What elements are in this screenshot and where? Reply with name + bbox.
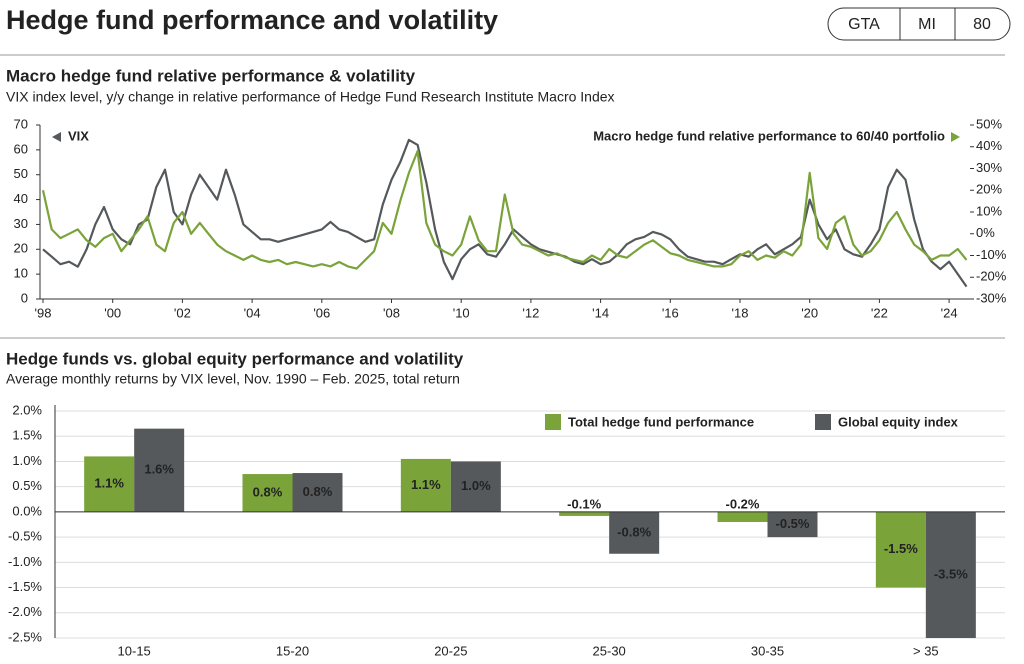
bar	[400, 458, 451, 512]
legend-label: Total hedge fund performance	[568, 414, 754, 429]
x-tick-label: '10	[453, 305, 470, 320]
plot-area	[84, 428, 976, 638]
series-line	[41, 150, 968, 270]
bar	[292, 473, 343, 512]
y-tick-label: -2.5%	[8, 629, 42, 644]
x-tick-label: 10-15	[118, 643, 151, 658]
y-tick-label: 0.0%	[12, 503, 42, 518]
x-tick-label: > 35	[913, 643, 939, 658]
legend-label: Global equity index	[838, 414, 959, 429]
bar	[559, 511, 610, 516]
y-tick-label: 1.5%	[12, 428, 42, 443]
y-tick-label: 30	[14, 216, 28, 231]
y2-tick-label: 40%	[976, 138, 1002, 153]
x-tick-label: '00	[104, 305, 121, 320]
x-tick-label: 20-25	[434, 643, 467, 658]
y-tick-label: 60	[14, 141, 28, 156]
value-label: -0.8%	[617, 524, 651, 539]
value-label: 1.1%	[94, 476, 124, 491]
bar	[925, 511, 976, 638]
y2-tick-label: 20%	[976, 182, 1002, 197]
page-title: Hedge fund performance and volatility	[6, 5, 498, 35]
x-tick-label: '16	[662, 305, 679, 320]
y2-tick-label: 10%	[976, 203, 1002, 218]
y-tick-label: 2.0%	[12, 402, 42, 417]
y-tick-label: 70	[14, 116, 28, 131]
y2-tick-label: 0%	[976, 225, 995, 240]
y-tick-label: -1.5%	[8, 579, 42, 594]
badge: 80	[973, 16, 991, 33]
value-label: 1.6%	[144, 462, 174, 477]
badge: MI	[918, 16, 936, 33]
x-tick-label: '20	[801, 305, 818, 320]
y2-tick-label: -20%	[976, 269, 1007, 284]
x-tick-label: 25-30	[593, 643, 626, 658]
value-label: -0.5%	[776, 516, 810, 531]
y-tick-label: -2.0%	[8, 604, 42, 619]
y2-tick-label: -10%	[976, 247, 1007, 262]
value-label: 0.8%	[303, 484, 333, 499]
y-tick-label: 1.0%	[12, 453, 42, 468]
bar	[84, 456, 135, 512]
value-label: 1.0%	[461, 478, 491, 493]
x-tick-label: '12	[522, 305, 539, 320]
chart-title: Hedge funds vs. global equity performanc…	[6, 349, 464, 368]
chart-title: Macro hedge fund relative performance & …	[6, 66, 416, 85]
value-label: -0.2%	[726, 496, 760, 511]
legend-label: VIX	[68, 128, 89, 143]
legend-arrow	[52, 132, 61, 142]
x-tick-label: '22	[871, 305, 888, 320]
y-tick-label: 20	[14, 241, 28, 256]
value-label: -0.1%	[567, 496, 601, 511]
y-tick-label: 50	[14, 166, 28, 181]
y-tick-label: -0.5%	[8, 529, 42, 544]
legend-arrow	[951, 132, 960, 142]
y-tick-label: -1.0%	[8, 554, 42, 569]
bar	[609, 511, 660, 554]
y-tick-label: 40	[14, 191, 28, 206]
x-tick-label: '24	[941, 305, 958, 320]
x-tick-label: '02	[174, 305, 191, 320]
legend-swatch	[545, 414, 561, 430]
legend-label: Macro hedge fund relative performance to…	[593, 128, 945, 143]
value-label: -3.5%	[934, 566, 968, 581]
y-tick-label: 0	[21, 290, 28, 305]
legend-swatch	[815, 414, 831, 430]
value-label: -1.5%	[884, 541, 918, 556]
x-tick-label: '04	[244, 305, 261, 320]
bar	[875, 511, 926, 588]
x-tick-label: '14	[592, 305, 609, 320]
badge: GTA	[848, 16, 880, 33]
bar	[450, 461, 501, 512]
series-line	[42, 138, 968, 288]
bar	[242, 474, 293, 512]
bar	[717, 511, 768, 522]
bar	[767, 511, 818, 538]
x-tick-label: 30-35	[751, 643, 784, 658]
y-tick-label: 0.5%	[12, 478, 42, 493]
y-tick-label: 10	[14, 266, 28, 281]
value-label: 1.1%	[411, 477, 441, 492]
x-tick-label: '08	[383, 305, 400, 320]
bar	[134, 428, 185, 512]
badge-frame	[827, 7, 1011, 41]
y2-tick-label: -30%	[976, 290, 1007, 305]
value-label: 0.8%	[253, 484, 283, 499]
x-tick-label: '06	[313, 305, 330, 320]
y2-tick-label: 50%	[976, 116, 1002, 131]
x-tick-label: 15-20	[276, 643, 309, 658]
chart-subtitle: Average monthly returns by VIX level, No…	[6, 371, 460, 387]
x-tick-label: '98	[35, 305, 52, 320]
x-tick-label: '18	[732, 305, 749, 320]
chart-subtitle: VIX index level, y/y change in relative …	[6, 89, 615, 105]
y2-tick-label: 30%	[976, 160, 1002, 175]
